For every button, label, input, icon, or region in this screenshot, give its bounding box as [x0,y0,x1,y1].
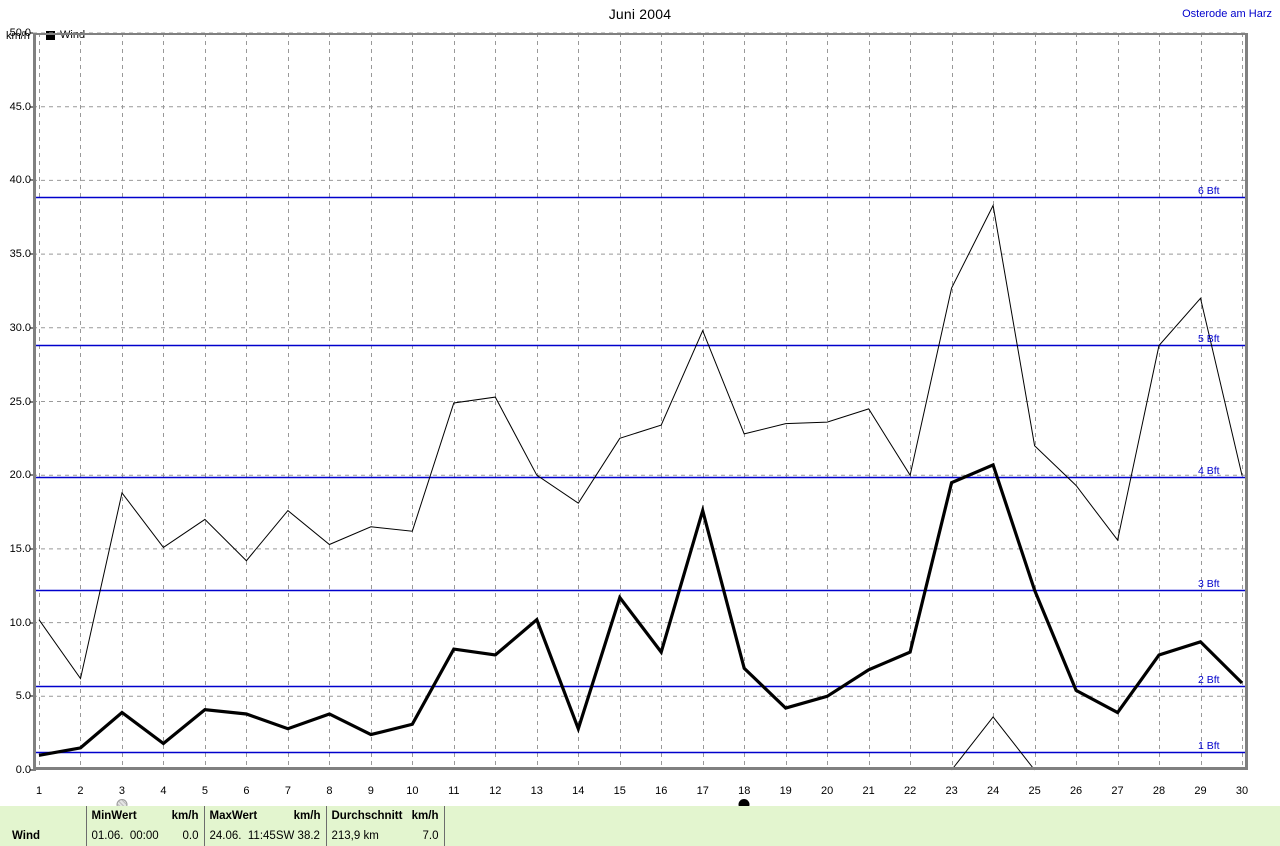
avg-distance: 213,9 km [331,830,379,842]
stats-right-edge-2 [443,826,456,846]
stats-header-avg: Durchschnitt km/h [325,806,444,826]
wind-series-layer [38,203,1244,771]
wind-legend-label: Wind [60,29,86,41]
y-axis-unit-label: km/h [6,30,30,42]
stats-row-label: Wind [12,830,40,842]
x-tick-label: 27 [1111,785,1124,797]
max-column-title: MaxWert [209,810,258,822]
max-direction: SW [275,830,295,842]
x-tick-label: 24 [986,785,1000,797]
x-tick-label: 22 [904,785,917,797]
x-tick-label: 20 [821,785,834,797]
x-tick-label: 19 [779,785,792,797]
avg-value: 7.0 [422,830,439,842]
x-tick-label: 4 [160,785,167,797]
y-tick-label: 0.0 [15,764,31,776]
wind-legend-swatch-icon [46,30,55,40]
beaufort-label-6-bft: 6 Bft [1198,184,1220,197]
table-row: Wind 01.06. 00:00 0.0 24.06. 11:45 SW 38… [0,826,456,846]
x-tick-label: 23 [945,785,958,797]
table-row: MinWert km/h MaxWert km/h Durchschnitt k… [0,806,456,826]
y-tick-label: 15.0 [9,542,31,555]
x-tick-label: 1 [35,785,43,797]
min-column-title: MinWert [91,810,137,822]
x-tick-label: 6 [243,785,250,797]
y-axis: 50.0 45.0 40.0 35.0 30.0 25.0 20.0 15.0 10.0 5.0 0… [0,27,36,776]
beaufort-label-4-bft: 4 Bft [1198,464,1220,477]
x-tick-label: 14 [572,785,585,797]
x-tick-label: 18 [738,785,751,797]
max-column-unit: km/h [293,810,321,822]
x-tick-label: 7 [284,785,291,797]
x-axis: 1 2 3 4 5 6 7 8 9 10 11 12 13 14 15 16 17 18 19 20 21 22 23 24 2… [33,772,1249,810]
chart-legend: Wind [46,29,85,41]
avg-column-unit: km/h [411,810,439,822]
grid-layer [33,32,1248,770]
stats-cell-avg: 213,9 km 7.0 [325,826,444,846]
beaufort-label-1-bft: 1 Bft [1198,739,1220,752]
min-column-unit: km/h [171,810,199,822]
x-tick-label: 5 [201,785,208,797]
stats-table: MinWert km/h MaxWert km/h Durchschnitt k… [0,806,456,846]
y-tick-label: 35.0 [9,248,31,261]
x-tick-label: 13 [530,785,543,797]
stats-row-label-spacer [0,806,86,826]
y-tick-label: 50.0 [9,27,31,39]
min-datetime: 01.06. 00:00 [91,830,159,842]
beaufort-label-2-bft: 2 Bft [1198,673,1220,686]
x-tick-label: 26 [1069,785,1083,797]
stats-cell-min: 01.06. 00:00 0.0 [85,826,204,846]
max-datetime: 24.06. 11:45 [209,830,276,842]
min-value: 0.0 [182,830,199,842]
beaufort-label-5-bft: 5 Bft [1198,332,1220,345]
x-tick-label: 3 [118,785,126,797]
beaufort-lines-layer [33,196,1248,754]
y-tick-label: 20.0 [9,469,31,482]
x-tick-label: 2 [77,785,84,797]
page-title: Juni 2004 [608,6,672,22]
y-tick-label: 25.0 [9,395,31,408]
x-tick-label: 30 [1235,785,1249,797]
stats-right-edge [443,806,456,826]
y-tick-label: 40.0 [9,174,31,187]
beaufort-label-3-bft: 3 Bft [1198,577,1220,590]
y-tick-label: 30.0 [9,321,31,334]
y-tick-label: 10.0 [9,616,31,629]
plot-frame [33,33,1248,770]
x-tick-label: 12 [489,785,502,797]
station-name-label: Osterode am Harz [1182,8,1272,20]
x-tick-label: 10 [406,785,419,797]
chart-plot-area: 6 Bft 5 Bft 4 Bft 3 Bft 2 Bft 1 Bft [33,32,1248,771]
y-tick-label: 5.0 [15,690,31,703]
x-tick-label: 17 [696,785,709,797]
x-tick-label: 28 [1152,785,1166,797]
x-tick-label: 25 [1028,785,1041,797]
x-tick-label: 8 [326,785,333,797]
y-tick-label: 45.0 [9,100,31,113]
x-tick-label: 11 [448,785,460,797]
max-value: 38.2 [297,830,320,842]
stats-cell-max: 24.06. 11:45 SW 38.2 [203,826,326,846]
y-tick-mark [30,769,36,771]
x-tick-label: 9 [367,785,374,797]
avg-column-title: Durchschnitt [331,810,403,822]
stats-header-max: MaxWert km/h [203,806,326,826]
x-tick-label: 16 [655,785,668,797]
stats-panel: MinWert km/h MaxWert km/h Durchschnitt k… [0,806,456,846]
stats-header-min: MinWert km/h [85,806,204,826]
x-tick-label: 15 [613,785,626,797]
x-tick-label: 29 [1194,785,1207,797]
x-tick-label: 21 [862,785,875,797]
